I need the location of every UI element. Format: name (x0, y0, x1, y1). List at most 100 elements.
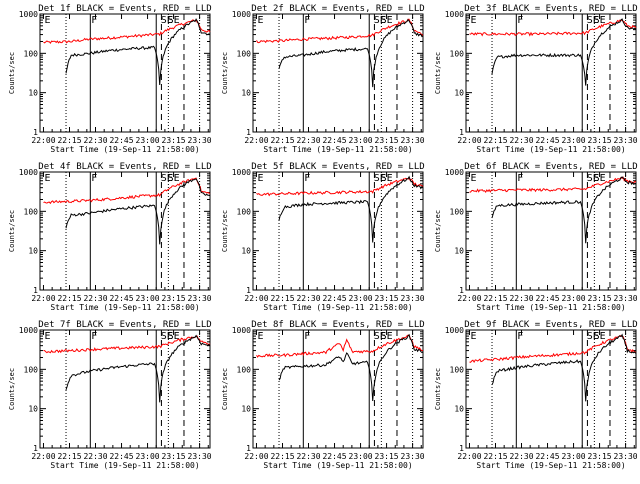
x-tick-label: 23:00 (349, 452, 373, 461)
y-tick-label: 100 (24, 49, 39, 58)
marker-se: SE (594, 331, 606, 342)
x-tick-label: 23:30 (188, 136, 212, 145)
series-line-events (65, 18, 211, 86)
series-line-events (491, 18, 637, 86)
y-tick-label: 100 (450, 49, 465, 58)
series-line-lld (469, 18, 637, 37)
y-axis-label: Counts/sec (434, 368, 442, 410)
x-tick-label: 23:00 (562, 136, 586, 145)
y-tick-label: 1 (459, 444, 464, 453)
series-line-lld (43, 335, 211, 354)
marker-f: F (304, 15, 310, 26)
x-tick-label: 23:30 (401, 136, 425, 145)
panel-title: Det 1f BLACK = Events, RED = LLD (38, 4, 211, 14)
marker-se: SE (594, 15, 606, 26)
panel-title: Det 4f BLACK = Events, RED = LLD (38, 162, 211, 172)
series-line-events (278, 18, 424, 88)
x-tick-label: 22:15 (57, 294, 81, 303)
x-tick-label: 22:45 (322, 294, 346, 303)
marker-e: E (257, 173, 263, 184)
x-tick-label: 22:30 (296, 452, 320, 461)
marker-e: E (44, 331, 50, 342)
x-tick-label: 23:00 (349, 294, 373, 303)
x-tick-label: 22:00 (244, 452, 268, 461)
marker-se: SE (381, 331, 393, 342)
x-axis-label: Start Time (19-Sep-11 21:58:00) (263, 461, 412, 470)
y-tick-label: 100 (24, 207, 39, 216)
panel-title: Det 2f BLACK = Events, RED = LLD (251, 4, 424, 14)
series-line-events (278, 175, 424, 243)
x-tick-label: 23:15 (588, 452, 612, 461)
x-tick-label: 22:15 (483, 136, 507, 145)
x-tick-label: 23:15 (588, 294, 612, 303)
y-tick-label: 100 (237, 365, 252, 374)
x-tick-label: 22:15 (483, 294, 507, 303)
y-tick-label: 1 (459, 128, 464, 137)
x-tick-label: 22:30 (83, 294, 107, 303)
y-tick-label: 10 (454, 247, 464, 256)
marker-f: F (517, 331, 523, 342)
x-tick-label: 23:00 (562, 452, 586, 461)
x-tick-label: 22:15 (270, 294, 294, 303)
x-axis-label: Start Time (19-Sep-11 21:58:00) (263, 303, 412, 312)
marker-se: SE (587, 15, 599, 26)
x-tick-label: 22:30 (509, 136, 533, 145)
marker-e: E (470, 331, 476, 342)
y-tick-label: 10 (28, 89, 38, 98)
plot-area (465, 171, 637, 291)
y-axis-label: Counts/sec (8, 52, 16, 94)
x-tick-label: 23:15 (375, 452, 399, 461)
panel-det-4: Det 4f BLACK = Events, RED = LLD 1 10 100 10… (8, 162, 212, 312)
marker-se: SE (381, 15, 393, 26)
marker-f: F (517, 15, 523, 26)
x-tick-label: 23:15 (375, 294, 399, 303)
marker-f: F (517, 173, 523, 184)
x-tick-label: 22:00 (457, 452, 481, 461)
plot-area (39, 171, 211, 291)
x-axis-label: Start Time (19-Sep-11 21:58:00) (476, 145, 625, 154)
panel-title: Det 9f BLACK = Events, RED = LLD (464, 320, 637, 330)
x-tick-label: 22:30 (509, 294, 533, 303)
series-line-events (65, 334, 211, 403)
marker-se: SE (168, 173, 180, 184)
series-line-events (491, 176, 637, 244)
y-axis-label: Counts/sec (221, 52, 229, 94)
x-tick-label: 22:45 (322, 136, 346, 145)
y-tick-label: 10 (241, 89, 251, 98)
y-tick-label: 100 (237, 49, 252, 58)
marker-e: E (257, 15, 263, 26)
panel-det-5: Det 5f BLACK = Events, RED = LLD 1 10 100 10… (221, 162, 425, 312)
x-tick-label: 22:15 (270, 136, 294, 145)
x-axis-label: Start Time (19-Sep-11 21:58:00) (50, 461, 199, 470)
panel-det-2: Det 2f BLACK = Events, RED = LLD 1 10 100 10… (221, 4, 425, 154)
y-tick-label: 1000 (19, 326, 38, 335)
x-tick-label: 22:30 (83, 452, 107, 461)
x-tick-label: 22:15 (483, 452, 507, 461)
plot-area (252, 13, 424, 133)
y-tick-label: 100 (450, 365, 465, 374)
y-tick-label: 10 (454, 405, 464, 414)
y-tick-label: 100 (24, 365, 39, 374)
panel-title: Det 8f BLACK = Events, RED = LLD (251, 320, 424, 330)
x-axis-label: Start Time (19-Sep-11 21:58:00) (263, 145, 412, 154)
plot-area (39, 329, 211, 449)
x-tick-label: 22:45 (109, 294, 133, 303)
y-tick-label: 10 (28, 247, 38, 256)
x-tick-label: 22:15 (57, 452, 81, 461)
y-tick-label: 1000 (232, 10, 251, 19)
marker-e: E (470, 15, 476, 26)
x-tick-label: 23:30 (401, 294, 425, 303)
y-tick-label: 1000 (445, 326, 464, 335)
marker-f: F (91, 331, 97, 342)
y-axis-label: Counts/sec (221, 368, 229, 410)
x-tick-label: 22:30 (296, 294, 320, 303)
y-tick-label: 10 (454, 89, 464, 98)
plot-area (39, 13, 211, 133)
x-tick-label: 22:15 (270, 452, 294, 461)
x-tick-label: 23:00 (562, 294, 586, 303)
marker-e: E (257, 331, 263, 342)
y-tick-label: 100 (237, 207, 252, 216)
x-tick-label: 23:00 (136, 452, 160, 461)
x-axis-label: Start Time (19-Sep-11 21:58:00) (50, 145, 199, 154)
y-tick-label: 10 (28, 405, 38, 414)
